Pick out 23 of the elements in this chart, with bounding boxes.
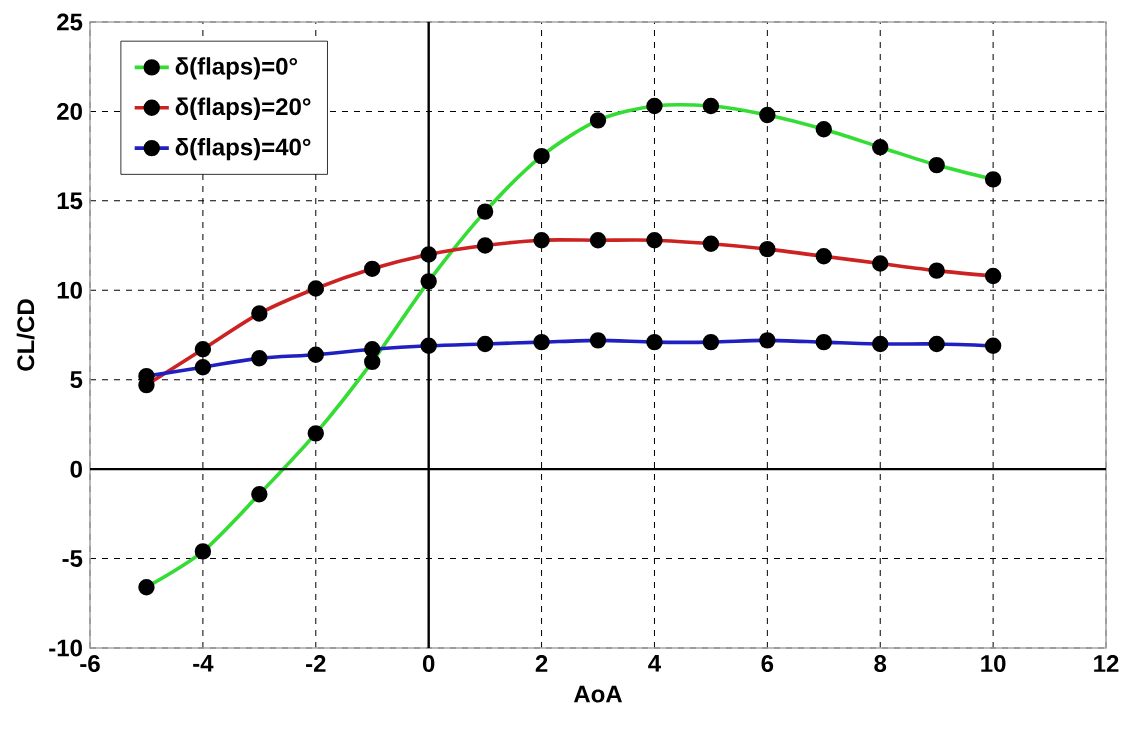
legend-label: δ(flaps)=20° [175,97,311,120]
x-tick-label: 0 [422,655,435,673]
y-tick-label: 20 [57,102,82,120]
x-axis-title: AoA [573,685,623,703]
y-tick-label: 0 [70,460,82,478]
x-tick-label: -2 [306,655,326,672]
x-tick-label: -4 [193,655,214,672]
x-tick-label: -6 [80,655,100,673]
y-tick-label: 15 [57,192,83,210]
legend-label: δ(flaps)=40° [175,137,311,161]
y-tick-label: 25 [57,13,83,31]
y-tick-label: 5 [70,371,83,389]
legend-label: δ(flaps)=0° [175,57,298,80]
x-tick-label: 2 [535,655,548,672]
x-tick-label: 6 [761,655,774,673]
x-tick-label: 12 [1094,655,1119,672]
y-tick-label: 10 [57,281,82,299]
y-tick-label: -5 [62,550,83,567]
y-tick-label: -10 [49,639,82,657]
y-axis-title: CL/CD [16,299,35,371]
x-tick-label: 10 [981,655,1006,673]
x-tick-label: 8 [874,655,887,673]
x-tick-label: 4 [648,655,661,672]
